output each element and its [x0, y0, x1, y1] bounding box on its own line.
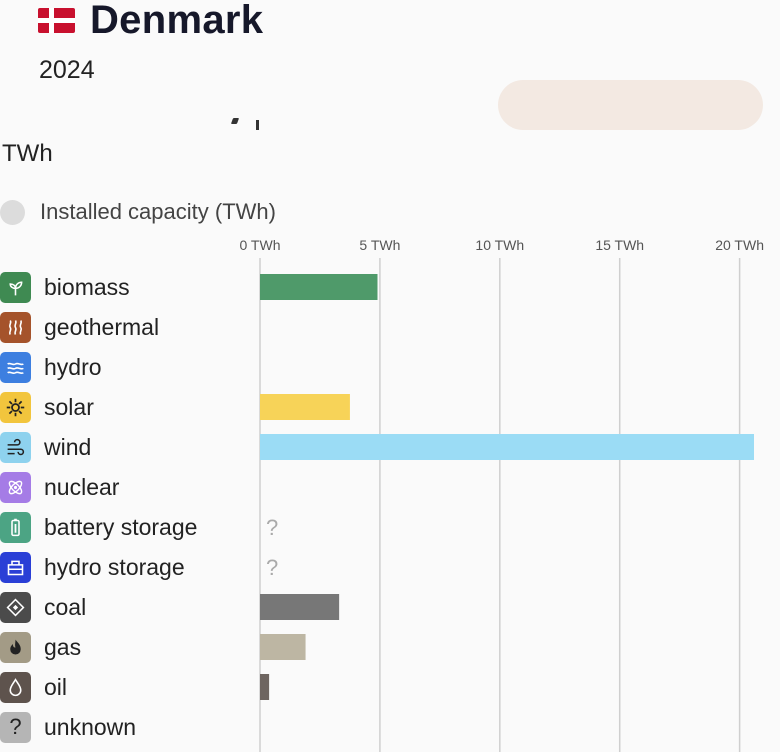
- category-row-oil[interactable]: oil: [0, 667, 250, 707]
- country-title: Denmark: [90, 0, 264, 42]
- x-tick-label: 5 TWh: [359, 237, 400, 253]
- denmark-flag-icon: [38, 8, 75, 33]
- category-label: unknown: [44, 713, 137, 740]
- legend-label: Installed capacity (TWh): [40, 199, 276, 224]
- x-tick-label: 10 TWh: [475, 237, 524, 253]
- x-tick-label: 20 TWh: [715, 237, 764, 253]
- bar-coal[interactable]: [260, 594, 340, 620]
- x-tick-label: 0 TWh: [240, 237, 281, 253]
- category-row-solar[interactable]: solar: [0, 387, 250, 427]
- question-icon: ?: [0, 711, 31, 743]
- category-label: gas: [44, 633, 82, 660]
- category-label: nuclear: [44, 473, 120, 500]
- page-header: Denmark 2024: [0, 0, 780, 100]
- category-label: oil: [44, 673, 68, 700]
- category-row-nuclear[interactable]: nuclear: [0, 467, 250, 507]
- category-label: wind: [44, 433, 92, 460]
- category-row-unknown[interactable]: ? unknown: [0, 707, 250, 747]
- year-label: 2024: [39, 56, 95, 84]
- chart-legend: Installed capacity (TWh): [0, 198, 276, 226]
- bar-wind[interactable]: [260, 434, 754, 460]
- capacity-bar-chart: 0 TWh 5 TWh 10 TWh 15 TWh 20 TWh??: [240, 237, 764, 752]
- legend-swatch: [0, 199, 25, 225]
- category-row-wind[interactable]: wind: [0, 427, 250, 467]
- category-row-coal[interactable]: coal: [0, 587, 250, 627]
- flame-icon: [0, 631, 31, 663]
- category-row-geothermal[interactable]: geothermal: [0, 307, 250, 347]
- sun-gear-icon: [0, 391, 31, 423]
- water-waves-icon: [0, 351, 31, 383]
- bar-gas[interactable]: [260, 634, 306, 660]
- category-row-biomass[interactable]: biomass: [0, 267, 250, 307]
- wind-icon: [0, 431, 31, 463]
- bar-solar[interactable]: [260, 394, 350, 420]
- category-label: hydro: [44, 353, 102, 380]
- category-label: coal: [44, 593, 87, 620]
- clipped-heading-fragment: [226, 104, 266, 130]
- bar-biomass[interactable]: [260, 274, 378, 300]
- category-label: geothermal: [44, 313, 160, 340]
- category-label: solar: [44, 393, 94, 420]
- heat-waves-icon: [0, 311, 31, 343]
- battery-icon: [0, 511, 31, 543]
- category-label: hydro storage: [44, 553, 185, 580]
- bar-oil[interactable]: [260, 674, 270, 700]
- atom-icon: [0, 471, 31, 503]
- category-label: battery storage: [44, 513, 198, 540]
- category-row-gas[interactable]: gas: [0, 627, 250, 667]
- category-row-hydro-storage[interactable]: hydro storage: [0, 547, 250, 587]
- category-row-battery-storage[interactable]: battery storage: [0, 507, 250, 547]
- droplet-icon: [0, 671, 31, 703]
- hydro-storage-icon: [0, 551, 31, 583]
- toggle-pill[interactable]: [498, 80, 763, 130]
- unit-label: TWh: [2, 140, 53, 167]
- sprout-icon: [0, 271, 31, 303]
- category-row-hydro[interactable]: hydro: [0, 347, 250, 387]
- category-label: biomass: [44, 273, 130, 300]
- x-tick-label: 15 TWh: [595, 237, 644, 253]
- coal-icon: [0, 591, 31, 623]
- unknown-value-mark: ?: [266, 515, 278, 540]
- unknown-value-mark: ?: [266, 555, 278, 580]
